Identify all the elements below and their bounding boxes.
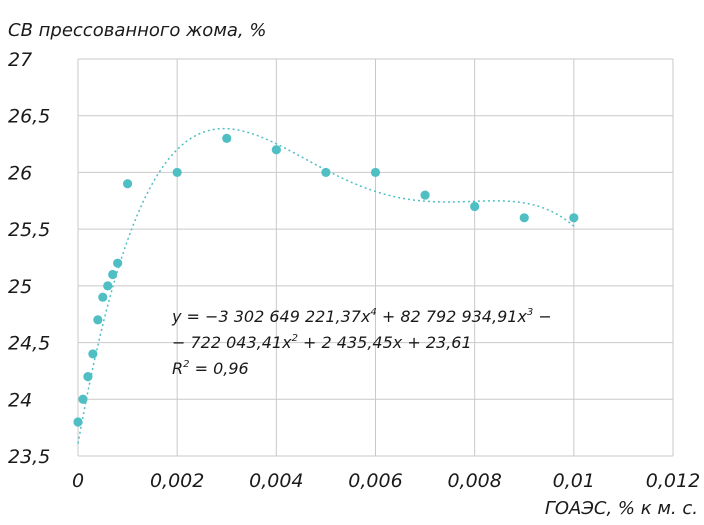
- data-point: [98, 292, 108, 302]
- data-point: [78, 394, 88, 404]
- x-tick-label: 0,01: [553, 470, 595, 492]
- y-tick-label: 24: [8, 389, 32, 411]
- x-axis-title: ГОАЭС, % к м. с.: [545, 498, 698, 519]
- x-tick-label: 0: [72, 470, 84, 492]
- data-point: [222, 133, 232, 143]
- r-squared-label: R2 = 0,96: [172, 359, 249, 378]
- data-point: [122, 179, 133, 189]
- y-tick-labels: 23,5 24 24,5 25 25,5 26 26,5 27: [8, 49, 50, 468]
- data-points: [73, 133, 579, 427]
- data-point: [83, 372, 93, 382]
- data-point: [172, 167, 182, 178]
- equation-line-2: − 722 043,41x2 + 2 435,45x + 23,61: [172, 333, 472, 352]
- data-point: [103, 281, 113, 291]
- data-point: [370, 167, 381, 178]
- data-point: [420, 190, 430, 200]
- y-tick-label: 26,5: [8, 106, 50, 128]
- x-tick-label: 0,004: [249, 470, 303, 492]
- data-point: [93, 315, 103, 325]
- data-point: [519, 213, 529, 223]
- x-tick-label: 0,012: [646, 470, 700, 492]
- y-tick-label: 23,5: [8, 446, 50, 468]
- y-tick-label: 25,5: [8, 219, 50, 241]
- data-point: [113, 258, 123, 268]
- y-tick-label: 24,5: [8, 333, 50, 355]
- data-point: [108, 269, 118, 280]
- data-point: [569, 213, 579, 223]
- data-point: [88, 349, 98, 359]
- data-point: [73, 417, 83, 427]
- x-tick-labels: 0 0,002 0,004 0,006 0,008 0,01 0,012: [72, 470, 700, 492]
- data-point: [321, 167, 331, 178]
- y-axis-title: СВ прессованного жома, %: [8, 20, 266, 41]
- y-tick-label: 25: [8, 276, 32, 298]
- x-tick-label: 0,002: [150, 470, 204, 492]
- x-tick-label: 0,008: [447, 470, 501, 492]
- y-tick-label: 27: [8, 49, 32, 71]
- gridlines: [77, 58, 674, 457]
- data-point: [271, 145, 281, 155]
- data-point: [470, 201, 480, 212]
- y-tick-label: 26: [8, 162, 32, 184]
- equation-line-1: y = −3 302 649 221,37x4 + 82 792 934,91x…: [171, 307, 552, 326]
- x-tick-label: 0,006: [348, 470, 402, 492]
